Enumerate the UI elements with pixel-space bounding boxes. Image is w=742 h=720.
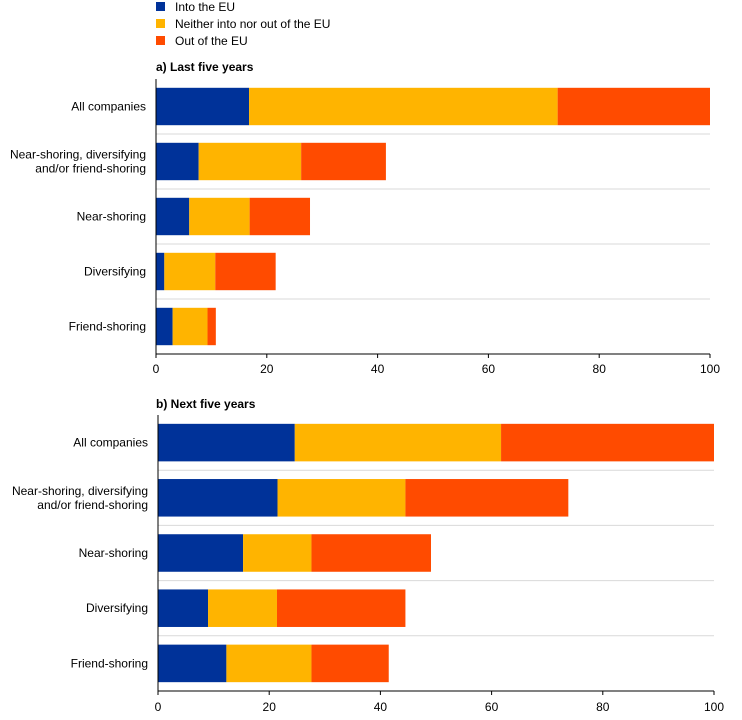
x-tick-label: 0 [153,362,160,376]
legend-entry: Out of the EU [156,34,248,48]
category-label: All companies [71,100,146,114]
bar-segment [311,644,389,683]
x-tick-label: 100 [704,700,724,714]
bar-segment [294,423,502,462]
x-tick-label: 60 [482,362,496,376]
bar-segment [405,479,569,517]
bar-segment [158,644,227,683]
bar-segment [156,87,250,126]
x-tick-label: 40 [371,362,385,376]
bar-segment [301,142,386,181]
legend-swatch [156,2,165,11]
x-tick-label: 20 [263,700,277,714]
x-tick-label: 0 [155,700,162,714]
bar-segment [158,589,209,627]
chart-panel: b) Next five years All companies Near-shor… [12,397,724,714]
bar-segment [276,589,406,627]
category-label: Friend-shoring [71,656,148,670]
legend-label: Neither into nor out of the EU [175,17,330,31]
legend-entry: Into the EU [156,0,235,14]
category-label: Near-shoring, diversifying and/or friend-… [10,148,146,176]
legend-label: Out of the EU [175,34,248,48]
bar-segment [277,479,406,517]
category-label: Near-shoring, diversifying and/or friend-… [12,484,148,512]
bar-segment [208,589,277,627]
bar-segment [226,644,312,683]
category-label: All companies [73,436,148,450]
chart-panels: a) Last five years All companies Near-shor… [10,60,724,714]
bar-segment [501,423,714,462]
bar-segment [198,142,302,181]
bar-segment [249,87,558,126]
x-tick-label: 40 [374,700,388,714]
chart-panel: a) Last five years All companies Near-shor… [10,60,720,376]
x-tick-label: 20 [260,362,274,376]
bar-segment [156,142,199,181]
x-tick-label: 80 [596,700,610,714]
bar-segment [557,87,710,126]
bar-segment [164,252,216,291]
category-label: Near-shoring [77,210,146,224]
legend-swatch [156,19,165,28]
category-label: Diversifying [84,265,146,279]
legend-label: Into the EU [175,0,235,14]
bar-segment [215,252,276,291]
category-label: Near-shoring [79,546,148,560]
bar-segment [311,534,431,572]
bar-segment [207,307,216,346]
legend-entry: Neither into nor out of the EU [156,17,330,31]
panel-title: b) Next five years [156,397,256,411]
bar-segment [158,534,244,572]
bar-segment [172,307,208,346]
x-tick-label: 60 [485,700,499,714]
bar-segment [158,479,278,517]
bar-segment [249,197,311,236]
category-label: Friend-shoring [69,320,146,334]
x-tick-label: 100 [700,362,720,376]
bar-segment [189,197,250,236]
bar-segment [156,197,190,236]
legend-swatch [156,36,165,45]
bar-segment [243,534,312,572]
bar-segment [156,252,165,291]
panel-title: a) Last five years [156,60,254,74]
bar-segment [156,307,173,346]
bar-segment [158,423,295,462]
category-label: Diversifying [86,601,148,615]
legend: Into the EU Neither into nor out of the E… [156,0,330,48]
x-tick-label: 80 [593,362,607,376]
